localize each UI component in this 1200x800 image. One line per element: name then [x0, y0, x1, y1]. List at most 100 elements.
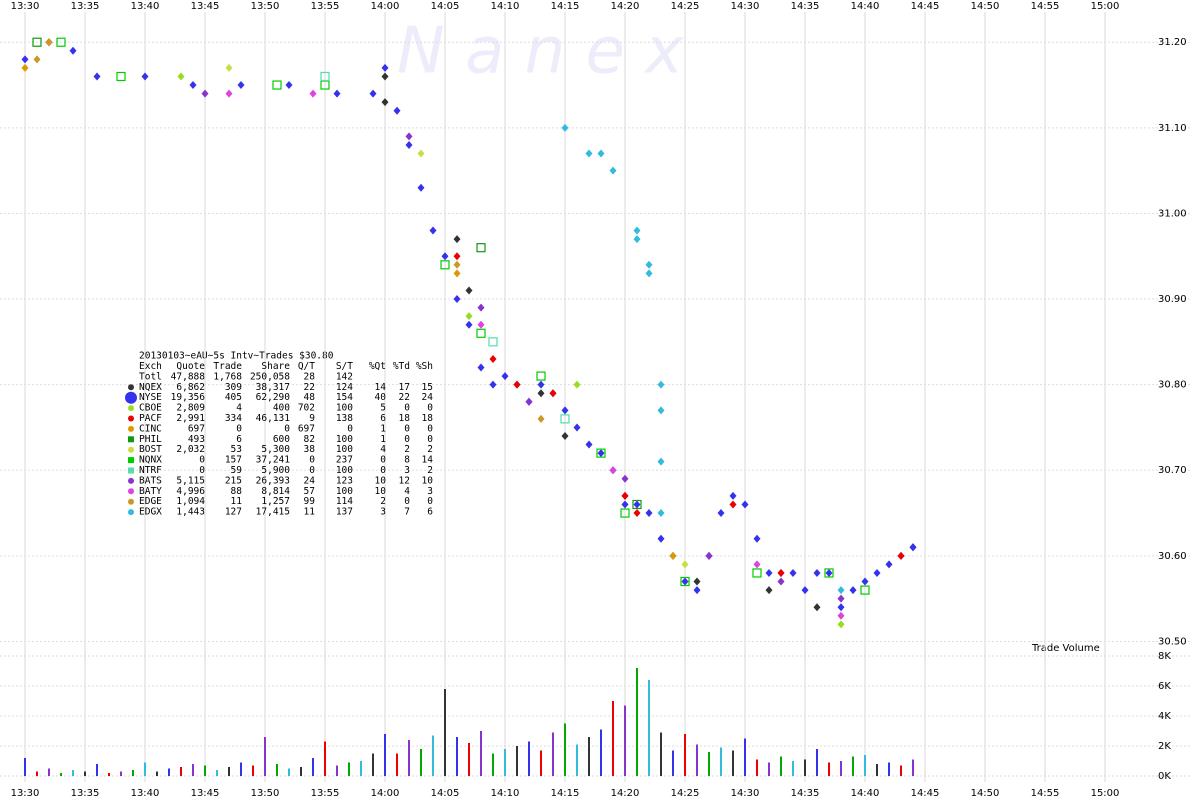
legend-cell: 88 [231, 486, 243, 497]
legend-cell: 11 [231, 496, 243, 507]
legend-cell: 2,991 [176, 413, 205, 424]
volume-bar [252, 765, 254, 776]
trade-point [633, 235, 641, 244]
legend-cell: 4 [236, 403, 242, 414]
legend-cell: 0 [236, 423, 242, 434]
legend-cell: 46,131 [256, 413, 291, 424]
x-tick-label: 14:35 [791, 1, 820, 12]
legend-cell: 0 [404, 434, 410, 445]
legend-cell: 702 [298, 403, 315, 414]
trade-point [513, 380, 521, 389]
x-tick-label: 13:40 [131, 1, 160, 12]
legend-marker [128, 384, 134, 391]
trade-point [681, 577, 689, 586]
trade-point [477, 303, 485, 312]
trade-point [693, 586, 701, 595]
volume-bar [456, 737, 458, 776]
trade-point [693, 577, 701, 586]
trade-point [837, 586, 845, 595]
legend-total: 1,768 [213, 371, 242, 382]
legend-cell: 0 [284, 423, 290, 434]
trade-point [489, 380, 497, 389]
volume-bar [612, 701, 614, 776]
volume-bar [300, 767, 302, 776]
legend-marker [125, 391, 137, 404]
volume-bar [60, 773, 62, 776]
trade-point [620, 508, 630, 518]
volume-bar [804, 759, 806, 776]
legend-cell: 6 [427, 507, 433, 518]
legend-cell: 7 [404, 507, 410, 518]
volume-bar [348, 762, 350, 776]
trade-point [813, 568, 821, 577]
volume-bar [420, 749, 422, 776]
legend-cell: 154 [336, 392, 353, 403]
volume-bar [204, 765, 206, 776]
legend-header: %Sh [416, 361, 433, 372]
volume-bar [684, 734, 686, 776]
legend-cell: 0 [427, 496, 433, 507]
x-tick-label: 14:35 [791, 788, 820, 799]
legend-cell: 1 [380, 423, 386, 434]
legend-name: BOST [139, 444, 162, 455]
trade-point [309, 89, 317, 98]
x-tick-label: 13:55 [311, 788, 340, 799]
trade-point [657, 509, 665, 518]
volume-bar [876, 764, 878, 776]
x-tick-label: 14:40 [851, 1, 880, 12]
legend-cell: 0 [309, 455, 315, 466]
trade-point [405, 140, 413, 149]
x-tick-label: 14:20 [611, 1, 640, 12]
trade-point [465, 286, 473, 295]
trade-point [69, 46, 77, 55]
trade-point [141, 72, 149, 81]
legend-marker [128, 446, 134, 453]
legend-cell: 2 [427, 465, 433, 476]
trade-point [657, 457, 665, 466]
legend-cell: 400 [273, 403, 290, 414]
legend-header: Q/T [298, 361, 315, 372]
trade-point [333, 89, 341, 98]
legend-cell: 2,809 [176, 403, 205, 414]
trade-point [645, 269, 653, 278]
volume-bar [504, 749, 506, 776]
legend-cell: 0 [380, 455, 386, 466]
legend-cell: 697 [188, 423, 205, 434]
legend-cell: 1 [380, 434, 386, 445]
volume-bar [480, 731, 482, 776]
legend-cell: 100 [336, 486, 353, 497]
volume-bar [168, 768, 170, 776]
trade-point [465, 312, 473, 321]
trade-point [453, 295, 461, 304]
legend-cell: 5,300 [261, 444, 290, 455]
trade-point [93, 72, 101, 81]
trade-point [453, 235, 461, 244]
volume-bar [72, 770, 74, 776]
trade-point [633, 226, 641, 235]
watermark: N a n e x [397, 15, 684, 89]
legend-cell: 9 [309, 413, 315, 424]
legend-cell: 15 [422, 382, 433, 393]
volume-bar [900, 765, 902, 776]
x-tick-label: 14:50 [971, 788, 1000, 799]
trade-point [536, 371, 546, 381]
volume-bar [708, 752, 710, 776]
trade-point [453, 269, 461, 278]
legend-cell: 3 [380, 507, 386, 518]
volume-bar [216, 770, 218, 776]
x-tick-label: 14:30 [731, 1, 760, 12]
volume-bar [492, 753, 494, 776]
legend-name: NYSE [139, 392, 162, 403]
volume-bar [816, 749, 818, 776]
trade-point [393, 106, 401, 115]
volume-bar [360, 761, 362, 776]
trade-point [21, 63, 29, 72]
trade-point [621, 474, 629, 483]
legend-header: %Qt [369, 361, 386, 372]
trade-point [320, 71, 330, 82]
x-tick-label: 13:35 [71, 1, 100, 12]
legend-marker [128, 467, 134, 474]
volume-bar [564, 723, 566, 776]
trade-point [801, 586, 809, 595]
legend-cell: 309 [225, 382, 242, 393]
